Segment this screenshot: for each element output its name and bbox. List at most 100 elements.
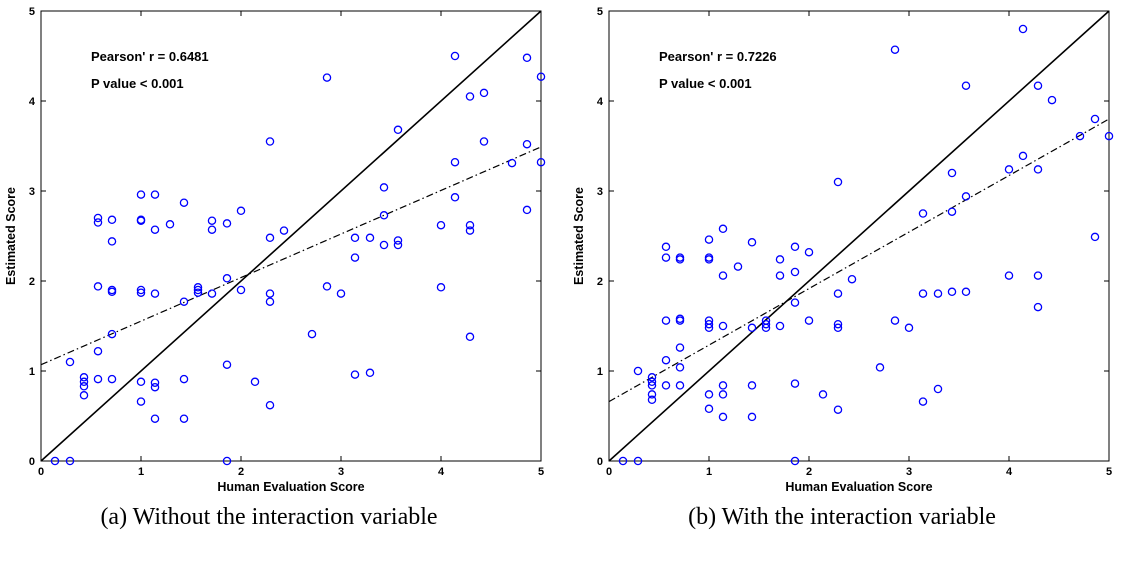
data-point: [465, 332, 475, 342]
data-point: [179, 297, 189, 306]
data-point: [647, 381, 657, 390]
data-point: [150, 190, 160, 199]
regression-fit-line: [608, 118, 1110, 403]
y-tick-label: 4: [597, 96, 604, 108]
data-point: [647, 395, 657, 405]
data-point: [193, 285, 203, 295]
data-point: [379, 240, 389, 250]
y-tick-label: 2: [29, 276, 35, 288]
data-point: [350, 370, 360, 379]
scatter-plot-b: 0 1 2 3 4 5 0 1 2 3 4 5 Human Evaluation Score Estima…: [572, 6, 1114, 494]
plot-area-frame: [608, 10, 1110, 462]
data-point: [207, 216, 217, 225]
data-point: [804, 316, 814, 325]
data-point: [93, 218, 103, 227]
data-point: [79, 373, 89, 382]
data-point: [465, 92, 475, 101]
data-point: [393, 125, 403, 135]
data-point: [790, 267, 800, 277]
data-point: [1004, 271, 1014, 280]
data-point: [236, 206, 246, 216]
data-point: [150, 382, 160, 392]
data-point: [265, 137, 275, 146]
data-point: [193, 283, 203, 292]
data-point: [718, 271, 728, 280]
data-point: [675, 381, 685, 390]
y-axis-label: Estimated Score: [4, 187, 18, 285]
data-point: [150, 225, 160, 234]
regression-fit-line: [40, 146, 542, 366]
reference-line: [40, 10, 542, 462]
data-point: [747, 238, 757, 247]
data-point: [790, 298, 800, 307]
data-point: [1090, 114, 1100, 124]
data-point: [393, 236, 403, 245]
data-point: [704, 390, 714, 399]
data-point: [136, 215, 146, 225]
data-point: [107, 285, 117, 295]
data-point: [1090, 232, 1100, 242]
x-tick-label: 5: [1106, 466, 1112, 478]
data-point: [150, 414, 160, 423]
caption-b: (b) With the interaction variable: [688, 504, 996, 530]
data-point: [450, 157, 460, 167]
data-point: [718, 321, 728, 331]
data-point: [647, 390, 657, 399]
data-point: [733, 262, 743, 271]
data-point: [107, 329, 117, 339]
data-point: [479, 137, 489, 146]
x-tick-label: 0: [606, 466, 612, 478]
scatter-plot-a: 0 1 2 3 4 5 0 1 2 3 4 5 Human Evaluation Score Estima…: [4, 6, 546, 494]
data-point: [718, 224, 728, 234]
data-point: [379, 183, 389, 192]
x-tick-label: 2: [238, 466, 244, 478]
data-point: [661, 316, 671, 325]
data-point: [947, 168, 957, 178]
data-point: [265, 233, 275, 243]
data-point: [65, 357, 75, 367]
data-point: [1104, 131, 1114, 141]
data-point: [265, 297, 275, 306]
chart-panel-a: 0 1 2 3 4 5 0 1 2 3 4 5 Human Evaluation Score Estima…: [4, 6, 546, 530]
data-point: [775, 255, 785, 264]
y-tick-label: 4: [29, 96, 36, 108]
y-tick-label: 2: [597, 276, 603, 288]
data-point: [704, 235, 714, 244]
data-point: [479, 88, 489, 98]
data-point: [179, 414, 189, 423]
data-point: [193, 288, 203, 297]
x-tick-label: 1: [138, 466, 144, 478]
p-value-annotation: P value < 0.001: [659, 76, 752, 91]
data-point: [350, 233, 360, 243]
x-axis-label: Human Evaluation Score: [785, 480, 932, 494]
data-point: [265, 289, 275, 298]
data-point: [704, 404, 714, 414]
data-point: [675, 314, 685, 324]
data-point: [522, 53, 532, 63]
data-point: [775, 321, 785, 331]
data-point: [179, 374, 189, 384]
data-point: [50, 456, 60, 466]
data-point: [933, 384, 943, 394]
data-point: [818, 390, 828, 399]
data-point: [436, 283, 446, 292]
data-point: [875, 363, 885, 372]
data-point: [136, 288, 146, 297]
x-axis-label: Human Evaluation Score: [217, 480, 364, 494]
data-point: [633, 456, 643, 466]
data-point: [675, 253, 685, 262]
data-point: [675, 343, 685, 352]
y-tick-label: 0: [597, 456, 603, 468]
plot-area-frame: [40, 10, 542, 462]
data-point: [1047, 95, 1057, 105]
x-tick-label: 4: [438, 466, 445, 478]
data-point: [536, 157, 546, 167]
data-point: [136, 285, 146, 295]
data-point: [833, 289, 843, 298]
p-value-annotation: P value < 0.001: [91, 76, 184, 91]
data-point: [322, 73, 332, 82]
data-point: [833, 319, 843, 329]
data-point: [93, 346, 103, 356]
data-point: [93, 374, 103, 384]
data-point: [65, 456, 75, 466]
